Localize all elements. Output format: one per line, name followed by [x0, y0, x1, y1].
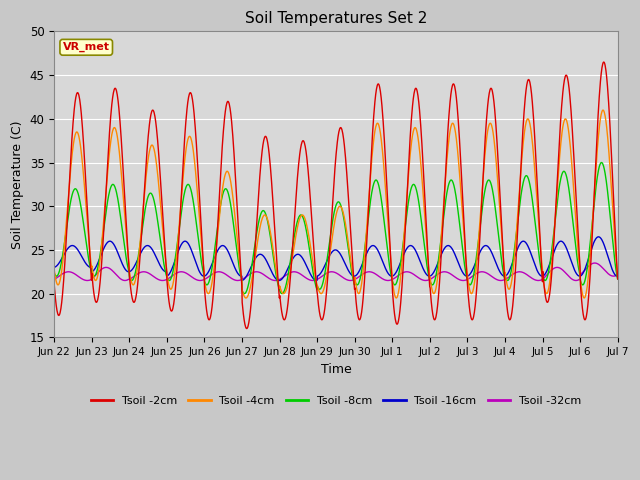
Tsoil -4cm — [51, 267, 58, 273]
Tsoil -8cm — [424, 268, 431, 274]
Tsoil -32cm — [83, 277, 91, 283]
Tsoil -4cm — [497, 230, 505, 236]
Tsoil -8cm — [51, 270, 58, 276]
Tsoil -32cm — [591, 260, 598, 266]
Tsoil -16cm — [547, 257, 555, 263]
Tsoil -2cm — [424, 252, 431, 258]
Tsoil -2cm — [600, 59, 608, 65]
Tsoil -4cm — [614, 274, 621, 279]
Tsoil -2cm — [239, 304, 246, 310]
Tsoil -4cm — [162, 260, 170, 265]
X-axis label: Time: Time — [321, 362, 351, 375]
Tsoil -32cm — [497, 277, 505, 283]
Tsoil -32cm — [547, 268, 555, 274]
Tsoil -16cm — [614, 273, 621, 279]
Tsoil -2cm — [51, 282, 58, 288]
Tsoil -16cm — [595, 234, 602, 240]
Line: Tsoil -8cm: Tsoil -8cm — [54, 163, 618, 294]
Tsoil -16cm — [176, 245, 184, 251]
Line: Tsoil -2cm: Tsoil -2cm — [54, 62, 618, 328]
Tsoil -2cm — [497, 220, 505, 226]
Tsoil -32cm — [614, 272, 621, 277]
Tsoil -8cm — [614, 276, 621, 282]
Tsoil -2cm — [243, 325, 251, 331]
Tsoil -16cm — [51, 264, 58, 270]
Tsoil -8cm — [162, 271, 170, 276]
Line: Tsoil -32cm: Tsoil -32cm — [54, 263, 618, 280]
Tsoil -8cm — [239, 289, 246, 295]
Tsoil -32cm — [51, 276, 58, 282]
Tsoil -32cm — [163, 277, 170, 283]
Y-axis label: Soil Temperature (C): Soil Temperature (C) — [11, 120, 24, 249]
Line: Tsoil -16cm: Tsoil -16cm — [54, 237, 618, 280]
Tsoil -2cm — [547, 278, 555, 284]
Tsoil -8cm — [598, 160, 605, 166]
Tsoil -8cm — [176, 223, 184, 228]
Tsoil -2cm — [614, 276, 621, 282]
Tsoil -8cm — [278, 291, 286, 297]
Tsoil -4cm — [239, 288, 246, 294]
Tsoil -16cm — [424, 273, 431, 278]
Tsoil -2cm — [162, 259, 170, 265]
Tsoil -4cm — [599, 107, 607, 113]
Tsoil -8cm — [497, 256, 505, 262]
Tsoil -4cm — [424, 254, 431, 260]
Tsoil -16cm — [162, 269, 170, 275]
Tsoil -4cm — [176, 218, 184, 224]
Tsoil -32cm — [239, 276, 247, 282]
Line: Tsoil -4cm: Tsoil -4cm — [54, 110, 618, 298]
Tsoil -16cm — [275, 277, 283, 283]
Title: Soil Temperatures Set 2: Soil Temperatures Set 2 — [244, 11, 427, 26]
Tsoil -16cm — [497, 271, 505, 277]
Tsoil -2cm — [176, 224, 184, 229]
Tsoil -16cm — [239, 277, 246, 283]
Tsoil -32cm — [176, 269, 184, 275]
Text: VR_met: VR_met — [63, 42, 109, 52]
Tsoil -4cm — [547, 267, 555, 273]
Tsoil -32cm — [424, 277, 431, 283]
Legend: Tsoil -2cm, Tsoil -4cm, Tsoil -8cm, Tsoil -16cm, Tsoil -32cm: Tsoil -2cm, Tsoil -4cm, Tsoil -8cm, Tsoi… — [86, 392, 586, 411]
Tsoil -4cm — [243, 295, 250, 301]
Tsoil -8cm — [547, 252, 555, 258]
